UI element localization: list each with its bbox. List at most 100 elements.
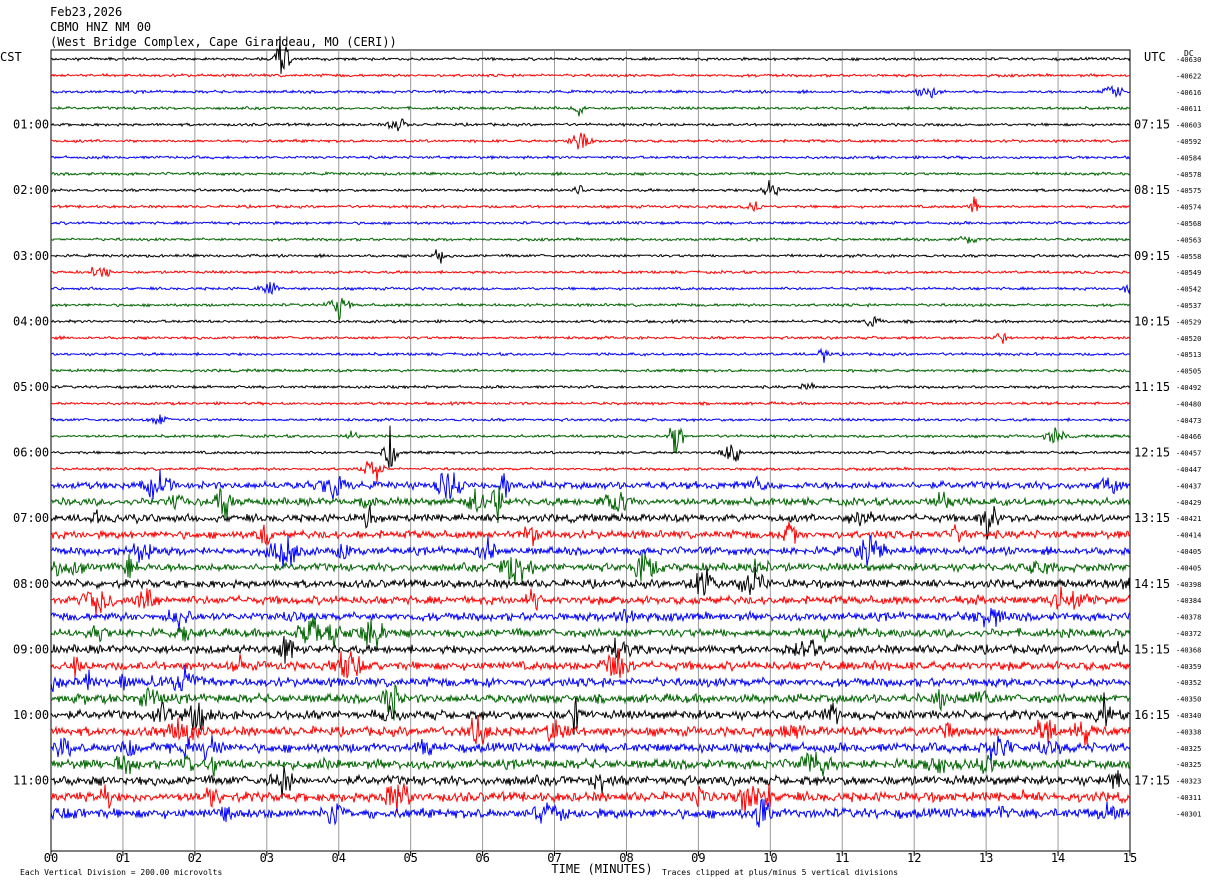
dc-offset-label: -40473 [1176, 417, 1201, 425]
trace-row [50, 427, 1131, 454]
dc-offset-label: -40350 [1176, 696, 1201, 704]
trace-row [50, 315, 1131, 328]
time-grid [50, 49, 1131, 856]
dc-offset-label: -40437 [1176, 482, 1201, 490]
dc-offset-label: -40378 [1176, 614, 1201, 622]
dc-offset-label: -40578 [1176, 171, 1201, 179]
trace-row [50, 552, 1131, 585]
trace-row [50, 170, 1131, 177]
trace-row [50, 751, 1131, 777]
x-tick-label: 13 [979, 851, 993, 865]
dc-offset-label: -40611 [1176, 105, 1201, 113]
trace-row [50, 683, 1131, 721]
plot-frame [50, 49, 1131, 852]
x-tick-label: 05 [403, 851, 417, 865]
trace-row [50, 332, 1131, 344]
dc-offset-label: -40529 [1176, 318, 1201, 326]
utc-hour-label: 08:15 [1134, 183, 1170, 197]
dc-offset-label: -40325 [1176, 745, 1201, 753]
x-tick-label: 08 [619, 851, 633, 865]
trace-row [50, 249, 1131, 264]
dc-offset-label: -40537 [1176, 302, 1201, 310]
trace-row [50, 461, 1131, 483]
cst-hour-label: 04:00 [13, 314, 49, 328]
x-tick-label: 01 [116, 851, 130, 865]
location-label: (West Bridge Complex, Cape Girardeau, MO… [50, 35, 397, 49]
trace-row [50, 504, 1131, 540]
trace-row [50, 235, 1131, 244]
trace-row [50, 469, 1131, 500]
dc-offset-label: -40352 [1176, 679, 1201, 687]
dc-offset-label: -40447 [1176, 466, 1201, 474]
utc-hour-label: 09:15 [1134, 249, 1170, 263]
trace-row [50, 566, 1131, 596]
utc-hour-label: 16:15 [1134, 708, 1170, 722]
trace-row [50, 266, 1131, 278]
x-axis-label: TIME (MINUTES) [551, 862, 652, 876]
x-tick-label: 12 [907, 851, 921, 865]
trace-row [50, 735, 1131, 764]
dc-offset-label: -40549 [1176, 269, 1201, 277]
trace-row [50, 586, 1131, 616]
utc-hour-label: 13:15 [1134, 511, 1170, 525]
trace-row [50, 72, 1131, 79]
dc-offset-label: -40301 [1176, 810, 1201, 818]
trace-row [50, 298, 1131, 321]
trace-row [50, 765, 1131, 799]
x-tick-label: 00 [44, 851, 58, 865]
cst-hour-label: 06:00 [13, 446, 49, 460]
dc-offset-label: -40622 [1176, 72, 1201, 80]
clip-note: Traces clipped at plus/minus 5 vertical … [662, 868, 898, 877]
cst-hour-label: 11:00 [13, 774, 49, 788]
cst-hour-label: 09:00 [13, 642, 49, 656]
dc-offset-label: -40630 [1176, 56, 1201, 64]
cst-hour-label: 10:00 [13, 708, 49, 722]
x-tick-label: 02 [188, 851, 202, 865]
trace-row [50, 367, 1131, 374]
cst-hour-label: 08:00 [13, 577, 49, 591]
trace-row [50, 485, 1131, 524]
dc-offset-label: -40466 [1176, 433, 1201, 441]
dc-offset-label: -40338 [1176, 728, 1201, 736]
dc-offset-label: -40513 [1176, 351, 1201, 359]
dc-offset-label: -40405 [1176, 548, 1201, 556]
trace-row [50, 783, 1131, 814]
dc-offset-label: -40398 [1176, 581, 1201, 589]
x-tick-label: 15 [1123, 851, 1137, 865]
x-tick-label: 10 [763, 851, 777, 865]
trace-row [51, 425, 1131, 469]
trace-row [50, 521, 1131, 547]
cst-hour-label: 07:00 [13, 511, 49, 525]
trace-row [50, 535, 1131, 569]
dc-offset-label: -40340 [1176, 712, 1201, 720]
dc-offset-label: -40359 [1176, 663, 1201, 671]
trace-row [50, 648, 1131, 679]
dc-offset-label: -40603 [1176, 122, 1201, 130]
dc-offset-label: -40584 [1176, 154, 1201, 162]
dc-offset-label: -40325 [1176, 761, 1201, 769]
dc-label: DC [1184, 49, 1194, 58]
dc-offset-label: -40592 [1176, 138, 1201, 146]
dc-offset-label: -40414 [1176, 532, 1201, 540]
dc-offset-label: -40323 [1176, 778, 1201, 786]
dc-offset-label: -40368 [1176, 646, 1201, 654]
utc-hour-label: 11:15 [1134, 380, 1170, 394]
dc-offset-label: -40492 [1176, 384, 1201, 392]
utc-hour-label: 15:15 [1134, 642, 1170, 656]
cst-hour-label: 02:00 [13, 183, 49, 197]
trace-row [50, 692, 1131, 735]
trace-row [50, 616, 1131, 649]
dc-offset-label: -40405 [1176, 564, 1201, 572]
dc-offset-label: -40372 [1176, 630, 1201, 638]
trace-row [50, 132, 1131, 150]
x-tick-label: 14 [1051, 851, 1065, 865]
scale-note: Each Vertical Division = 200.00 microvol… [20, 868, 222, 877]
utc-label: UTC [1144, 50, 1166, 64]
trace-row [51, 347, 1131, 363]
x-tick-label: 06 [475, 851, 489, 865]
dc-offset-label: -40574 [1176, 204, 1201, 212]
cst-label: CST [0, 50, 22, 64]
trace-row [50, 220, 1131, 226]
trace-row [50, 118, 1131, 132]
x-tick-label: 03 [260, 851, 274, 865]
